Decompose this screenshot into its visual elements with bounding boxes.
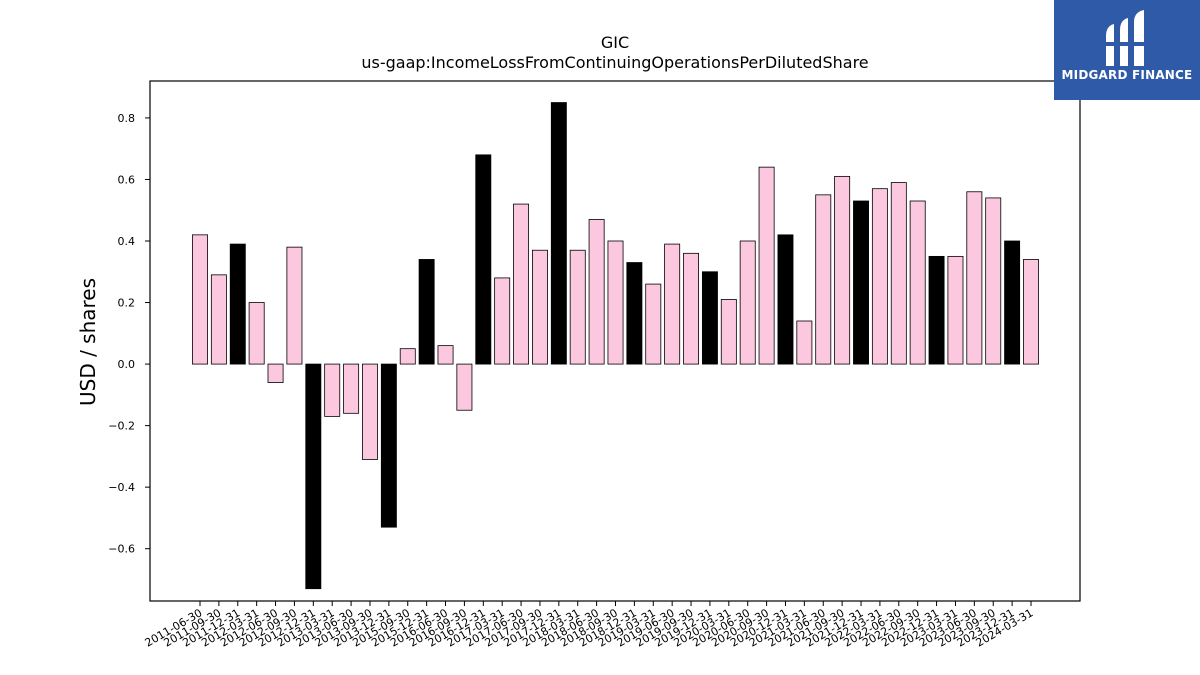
bar-2013-03-31: [324, 363, 341, 417]
bar-2017-12-31: [550, 102, 567, 365]
bar-2020-06-30: [739, 240, 756, 365]
bar-2021-03-31: [796, 320, 813, 365]
bar-2018-03-31: [569, 249, 586, 365]
x-axis-ticks: 2011-06-302011-09-302011-12-312012-03-31…: [143, 601, 1036, 650]
bar-2023-09-30: [985, 197, 1002, 365]
y-tick-label: −0.6: [108, 543, 135, 556]
bar-2020-12-31: [777, 234, 794, 365]
y-axis-label: USD / shares: [76, 278, 100, 406]
bar-2019-06-30: [664, 243, 681, 365]
bar-2013-09-30: [362, 363, 378, 460]
bar-2016-09-30: [456, 363, 473, 411]
bar-2024-03-31: [1023, 259, 1039, 365]
bar-2022-03-31: [871, 188, 888, 365]
midgard-logo: MIDGARD FINANCE: [1054, 0, 1200, 100]
bar-2019-03-31: [645, 283, 662, 365]
bar-2011-09-30: [210, 274, 227, 365]
bar-2021-06-30: [815, 194, 832, 365]
plot-frame: [149, 80, 1081, 602]
bar-2019-09-30: [683, 252, 699, 365]
y-tick-label: 0.4: [118, 235, 136, 248]
chart-subtitle: us-gaap:IncomeLossFromContinuingOperatio…: [361, 53, 868, 72]
bar-2021-12-31: [853, 200, 869, 365]
bar-2011-06-30: [192, 234, 208, 365]
bar-2019-12-31: [701, 271, 718, 365]
y-tick-label: −0.2: [108, 420, 135, 433]
midgard-logo-icon: [1106, 10, 1144, 66]
bar-2017-03-31: [494, 277, 511, 365]
bar-2011-12-31: [229, 243, 246, 365]
bar-2018-06-30: [588, 219, 605, 365]
bar-2012-12-31: [305, 363, 322, 590]
bar-2013-06-30: [343, 363, 360, 414]
bar-2017-09-30: [532, 249, 548, 365]
bar-2015-09-30: [399, 348, 416, 365]
y-axis-ticks: 0.8 0.6 0.4 0.2 0.0 −0.2 −0.4 −0.6: [108, 112, 150, 556]
bar-2018-09-30: [607, 240, 624, 365]
bar-2022-06-30: [890, 182, 907, 365]
bar-2023-12-31: [1004, 240, 1021, 365]
bar-2022-09-30: [909, 200, 926, 365]
bar-2012-06-30: [267, 363, 284, 383]
bar-2020-09-30: [758, 166, 775, 365]
bar-2015-12-31: [418, 259, 435, 365]
y-tick-label: 0.8: [118, 112, 136, 125]
chart-title: GIC: [601, 33, 629, 52]
bar-2016-06-30: [437, 345, 454, 365]
bar-2017-06-30: [513, 203, 530, 365]
bar-2018-12-31: [626, 262, 643, 365]
bar-2023-06-30: [966, 191, 983, 365]
bar-2020-03-31: [720, 299, 737, 365]
bar-2012-09-30: [286, 246, 303, 365]
y-tick-label: −0.4: [108, 481, 135, 494]
bar-2012-03-31: [248, 302, 265, 365]
bar-2023-03-31: [947, 255, 964, 365]
bar-2022-12-31: [928, 255, 945, 365]
y-tick-label: 0.0: [118, 358, 136, 371]
bars-group: [192, 102, 1039, 590]
bar-2016-12-31: [475, 154, 492, 365]
y-tick-label: 0.6: [118, 173, 136, 186]
logo-text: MIDGARD FINANCE: [1061, 68, 1193, 82]
y-tick-label: 0.2: [118, 297, 136, 310]
bar-2013-12-31: [380, 363, 397, 528]
bar-2021-09-30: [834, 175, 851, 365]
